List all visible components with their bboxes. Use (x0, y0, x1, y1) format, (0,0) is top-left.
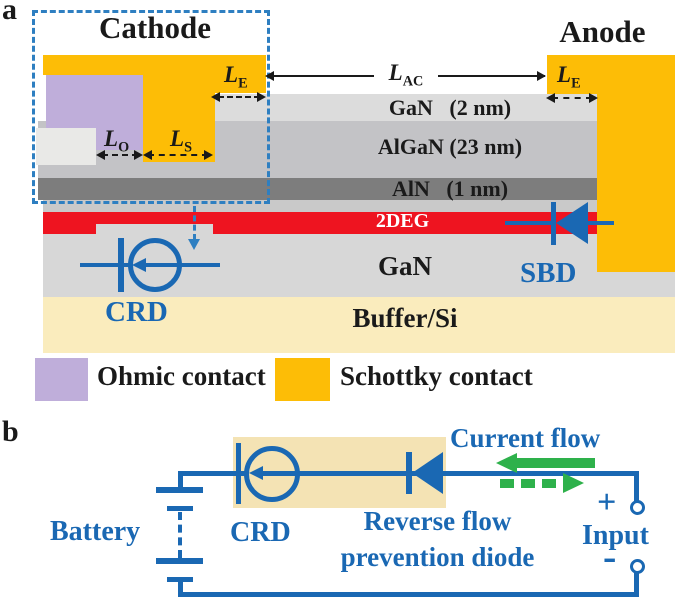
ohmic-contact-lower (96, 128, 143, 150)
sbd-label: SBD (520, 257, 577, 289)
wire-bottom (178, 592, 639, 597)
current-arrow-left-icon (496, 453, 517, 473)
arrowhead-right-icon (204, 150, 213, 160)
ohmic-contact-label: Ohmic contact (97, 361, 266, 391)
wire-top-main (258, 471, 638, 476)
reverse-arrow-dash (500, 479, 514, 488)
dim-le-left-arrow (218, 96, 260, 98)
2deg-label: 2DEG (375, 210, 430, 232)
arrowhead-left-icon (265, 71, 274, 81)
buffer-si-layer (43, 297, 675, 353)
current-arrow-left-shaft (515, 458, 595, 468)
crd-wire-right (146, 263, 220, 267)
algan-label: AlGaN (23 nm) (377, 134, 523, 159)
aln-label: AlN (1 nm) (391, 176, 509, 201)
sbd-bar (551, 202, 556, 245)
anode-metal-main (597, 55, 675, 272)
cathode-metal-top (43, 55, 266, 75)
cathode-zoom-box (32, 10, 270, 204)
input-plus-terminal (630, 500, 645, 515)
battery-plate-long-2 (156, 558, 203, 564)
arrowhead-right-icon (257, 92, 266, 102)
crd-bar (118, 238, 124, 292)
arrowhead-left-icon (211, 92, 220, 102)
crd-label-a: CRD (105, 296, 168, 328)
diode-label-line2: prevention diode (340, 542, 535, 572)
battery-stub-bottom (178, 581, 183, 596)
dim-lo-arrow (102, 154, 138, 156)
diode-bar (406, 452, 412, 494)
input-label: Input (582, 520, 649, 551)
gan-cap-layer (215, 94, 597, 121)
gan-channel-label: GaN (378, 251, 432, 281)
crd-b-circle-icon (244, 446, 300, 502)
schottky-contact-label: Schottky contact (340, 361, 533, 391)
schottky-contact-swatch (275, 358, 330, 401)
arrowhead-right-icon (537, 71, 546, 81)
battery-plate-short-1 (167, 506, 193, 511)
reverse-arrow-dash (542, 479, 556, 488)
battery-dashed-link (178, 512, 182, 558)
dim-ls-arrow (148, 154, 208, 156)
cathode-title: Cathode (99, 10, 211, 45)
arrowhead-down-icon (188, 239, 200, 250)
crd-b-bar (236, 443, 241, 504)
crd-wire-left (80, 263, 130, 267)
arrowhead-left-icon (546, 93, 555, 103)
cathode-recess-step (36, 128, 96, 165)
crd-b-arrowhead-icon (249, 466, 263, 480)
dim-ls-label: LS (170, 126, 192, 156)
zoom-box-pointer-line (193, 206, 196, 240)
dim-le-right-arrow (552, 97, 592, 99)
battery-plate-short-2 (167, 577, 193, 582)
diode-label-line1: Reverse flow (363, 506, 512, 536)
dim-le-left-label: LE (224, 62, 248, 92)
panel-b-label: b (2, 415, 19, 448)
sbd-wire-right (588, 221, 614, 225)
wire-right-upper (634, 471, 639, 502)
current-flow-label: Current flow (450, 423, 601, 453)
input-minus-terminal (630, 559, 645, 574)
crd-label-b: CRD (230, 517, 291, 548)
battery-stub-top (178, 471, 183, 490)
cathode-metal-overhang (215, 75, 266, 93)
aln-layer (38, 178, 597, 200)
dim-le-right-label: LE (557, 62, 581, 92)
sbd-triangle-icon (556, 202, 588, 244)
dim-lo-label: LO (104, 126, 130, 156)
panel-a-label: a (2, 0, 17, 26)
battery-label: Battery (50, 516, 141, 547)
crd-arrowhead-icon (132, 258, 146, 272)
arrowhead-right-icon (134, 150, 143, 160)
2deg-recess-notch (96, 224, 213, 234)
minus-sign: - (603, 534, 617, 579)
arrowhead-left-icon (96, 150, 105, 160)
ohmic-contact-upper (46, 75, 143, 128)
gan-cap-label: GaN (2 nm) (388, 95, 512, 120)
cathode-metal-recess (143, 75, 215, 162)
ohmic-contact-swatch (35, 358, 88, 401)
battery-plate-long-1 (156, 487, 203, 493)
arrowhead-left-icon (143, 150, 152, 160)
diode-triangle-icon (412, 452, 443, 494)
sbd-wire-left (505, 221, 553, 225)
buffer-si-label: Buffer/Si (352, 303, 458, 333)
wire-right-lower (634, 572, 639, 597)
arrowhead-right-icon (589, 93, 598, 103)
anode-title: Anode (559, 14, 646, 49)
dim-lac-label: LAC (374, 60, 438, 91)
plus-sign: + (597, 484, 617, 521)
reverse-arrow-head-icon (563, 473, 584, 493)
wire-top-left (178, 471, 246, 476)
reverse-arrow-dash (521, 479, 535, 488)
